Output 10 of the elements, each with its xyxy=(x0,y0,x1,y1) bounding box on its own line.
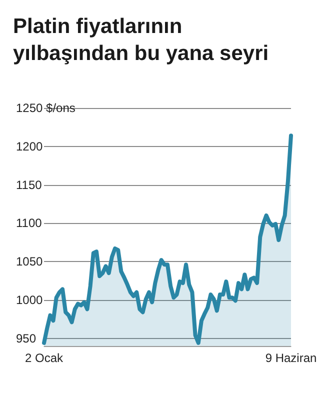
y-tick-label: 950 xyxy=(16,331,36,346)
x-tick-label: 2 Ocak xyxy=(24,351,64,365)
y-tick-label: 1200 xyxy=(16,139,44,154)
chart-title: Platin fiyatlarının yılbaşından bu yana seyri xyxy=(13,15,269,65)
y-tick-label: 1250 $/ons xyxy=(16,101,76,115)
y-tick-label: 1150 xyxy=(16,178,42,192)
x-tick-label: 9 Haziran xyxy=(265,351,317,365)
y-tick-label: 1100 xyxy=(16,216,42,230)
y-tick-label: 1000 xyxy=(16,292,44,307)
y-tick-label: 1050 xyxy=(16,254,44,269)
